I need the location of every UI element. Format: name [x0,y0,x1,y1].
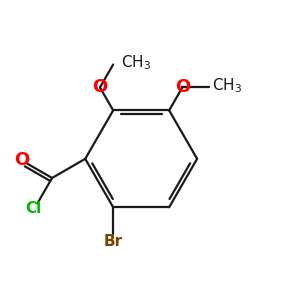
Text: O: O [92,78,108,96]
Text: O: O [14,151,29,169]
Text: O: O [175,78,190,96]
Text: Br: Br [103,234,123,249]
Text: CH$_3$: CH$_3$ [121,54,151,72]
Text: Cl: Cl [25,201,41,216]
Text: CH$_3$: CH$_3$ [212,76,242,95]
